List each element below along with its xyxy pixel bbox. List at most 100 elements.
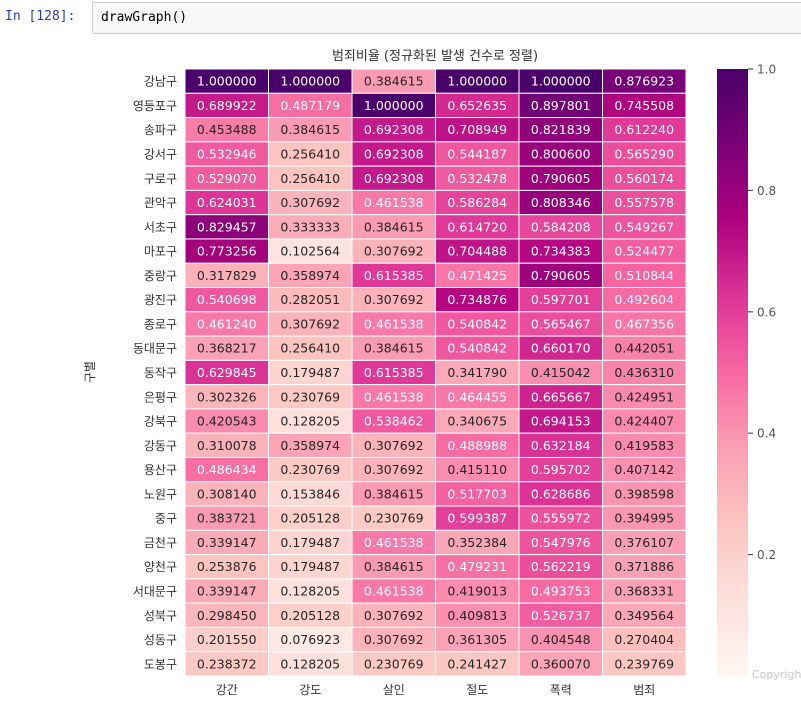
- heatmap-cell: [184, 408, 269, 434]
- heatmap-cell: [268, 456, 353, 483]
- x-tick-label: 절도: [466, 683, 488, 697]
- cell-value-label: 0.562219: [531, 559, 591, 574]
- heatmap-cell: [518, 578, 603, 604]
- heatmap-cell: [268, 141, 353, 167]
- cell-value-label: 0.419583: [614, 438, 674, 453]
- heatmap-cell: [351, 117, 436, 143]
- cell-value-label: 1.000000: [197, 74, 257, 89]
- cell-value-label: 0.821839: [531, 122, 591, 137]
- cell-value-label: 0.384615: [364, 486, 424, 501]
- cell-value-label: 0.453488: [197, 122, 257, 137]
- cell-value-label: 0.652635: [447, 98, 507, 113]
- heatmap-cell: [518, 432, 603, 458]
- cell-value-label: 0.632184: [531, 438, 591, 453]
- y-tick-label: 영등포구: [133, 99, 177, 113]
- heatmap-cell: [268, 432, 353, 458]
- y-tick-label: 동작구: [144, 366, 177, 380]
- cell-value-label: 0.517703: [447, 486, 507, 501]
- cell-value-label: 0.368331: [614, 584, 674, 599]
- heatmap-cell: [518, 408, 603, 434]
- cell-value-label: 0.128205: [280, 656, 340, 671]
- heatmap-cell: [184, 287, 269, 313]
- cell-value-label: 0.745508: [614, 98, 674, 113]
- heatmap-cell: [268, 384, 353, 410]
- y-tick-label: 중랑구: [144, 269, 177, 283]
- cell-value-label: 0.544187: [447, 146, 507, 161]
- heatmap-cell: [602, 214, 687, 240]
- cell-value-label: 0.307692: [364, 608, 424, 623]
- y-tick-label: 중구: [155, 512, 177, 526]
- y-tick-label: 종로구: [144, 317, 177, 331]
- cell-value-label: 0.424951: [614, 389, 674, 404]
- heatmap-cell: [518, 626, 603, 653]
- cell-value-label: 0.876923: [614, 74, 674, 89]
- y-tick-label: 노원구: [144, 487, 177, 501]
- y-tick-label: 강북구: [144, 415, 177, 429]
- heatmap-cell: [351, 238, 436, 264]
- heatmap-cell: [268, 311, 353, 337]
- heatmap-cell: [435, 554, 520, 580]
- heatmap-cell: [602, 141, 687, 167]
- cell-value-label: 0.409813: [447, 608, 507, 623]
- heatmap-cell: [184, 92, 269, 119]
- cell-value-label: 0.352384: [447, 535, 507, 550]
- heatmap-cell: [435, 481, 520, 507]
- cell-value-label: 0.442051: [614, 341, 674, 356]
- cell-value-label: 0.897801: [531, 98, 591, 113]
- cell-value-label: 0.524477: [614, 244, 674, 259]
- cell-value-label: 0.384615: [364, 341, 424, 356]
- heatmap-cell: [435, 626, 520, 653]
- cell-value-label: 0.239769: [614, 656, 674, 671]
- y-tick-label: 서초구: [144, 220, 177, 234]
- heatmap-cell: [268, 554, 353, 580]
- heatmap-cell: [602, 578, 687, 604]
- cell-value-label: 0.398598: [614, 486, 674, 501]
- cell-value-label: 0.307692: [364, 244, 424, 259]
- heatmap-cell: [602, 238, 687, 264]
- y-tick-label: 광진구: [144, 293, 177, 307]
- heatmap-cell: [184, 238, 269, 264]
- cell-value-label: 0.595702: [531, 462, 591, 477]
- y-tick-label: 동대문구: [133, 342, 177, 356]
- cell-value-label: 0.538462: [364, 414, 424, 429]
- y-tick-label: 송파구: [144, 123, 177, 137]
- y-tick-label: 강동구: [144, 439, 177, 453]
- cell-value-label: 0.829457: [197, 219, 257, 234]
- cell-value-label: 0.340675: [447, 414, 507, 429]
- cell-value-label: 0.461538: [364, 316, 424, 331]
- heatmap-cell: [435, 505, 520, 531]
- cell-value-label: 0.383721: [197, 511, 257, 526]
- heatmap-cell: [435, 141, 520, 167]
- cell-value-label: 0.790605: [531, 268, 591, 283]
- cell-value-label: 0.549267: [614, 219, 674, 234]
- heatmap-cell: [518, 238, 603, 264]
- heatmap-cell: [518, 335, 603, 361]
- cell-value-label: 0.773256: [197, 244, 257, 259]
- cell-value-label: 1.000000: [531, 74, 591, 89]
- code-cell-input[interactable]: drawGraph(): [92, 2, 801, 34]
- heatmap-cell: [184, 165, 269, 191]
- heatmap-cell: [184, 432, 269, 458]
- cell-value-label: 0.307692: [364, 292, 424, 307]
- heatmap-cell: [184, 651, 269, 677]
- heatmap-cell: [435, 117, 520, 143]
- x-tick-label: 강도: [299, 683, 321, 697]
- heatmap-cell: [268, 214, 353, 240]
- heatmap-cell: [602, 651, 687, 677]
- heatmap-cell: [351, 92, 436, 119]
- cell-value-label: 0.660170: [531, 341, 591, 356]
- cell-value-label: 0.256410: [280, 146, 340, 161]
- cell-value-label: 0.800600: [531, 146, 591, 161]
- heatmap-cell: [268, 505, 353, 531]
- y-tick-label: 성북구: [144, 609, 177, 623]
- heatmap-cell: [602, 92, 687, 119]
- colorbar-tick-label: 0.4: [757, 427, 776, 441]
- cell-value-label: 0.488988: [447, 438, 507, 453]
- cell-value-label: 0.179487: [280, 559, 340, 574]
- heatmap-cell: [518, 165, 603, 191]
- cell-value-label: 0.692308: [364, 171, 424, 186]
- cell-value-label: 0.665667: [531, 389, 591, 404]
- heatmap-cell: [602, 408, 687, 434]
- code-text[interactable]: drawGraph(): [101, 10, 188, 25]
